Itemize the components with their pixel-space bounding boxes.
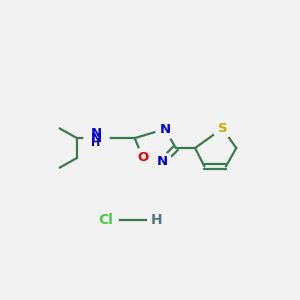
Text: N: N bbox=[159, 123, 170, 136]
Text: N: N bbox=[156, 155, 167, 168]
Text: O: O bbox=[137, 151, 148, 164]
Text: N: N bbox=[91, 128, 102, 140]
Text: H: H bbox=[92, 138, 101, 148]
Text: Cl: Cl bbox=[99, 213, 113, 226]
Text: S: S bbox=[218, 122, 227, 135]
Text: H: H bbox=[150, 213, 162, 226]
Text: N: N bbox=[91, 132, 102, 145]
